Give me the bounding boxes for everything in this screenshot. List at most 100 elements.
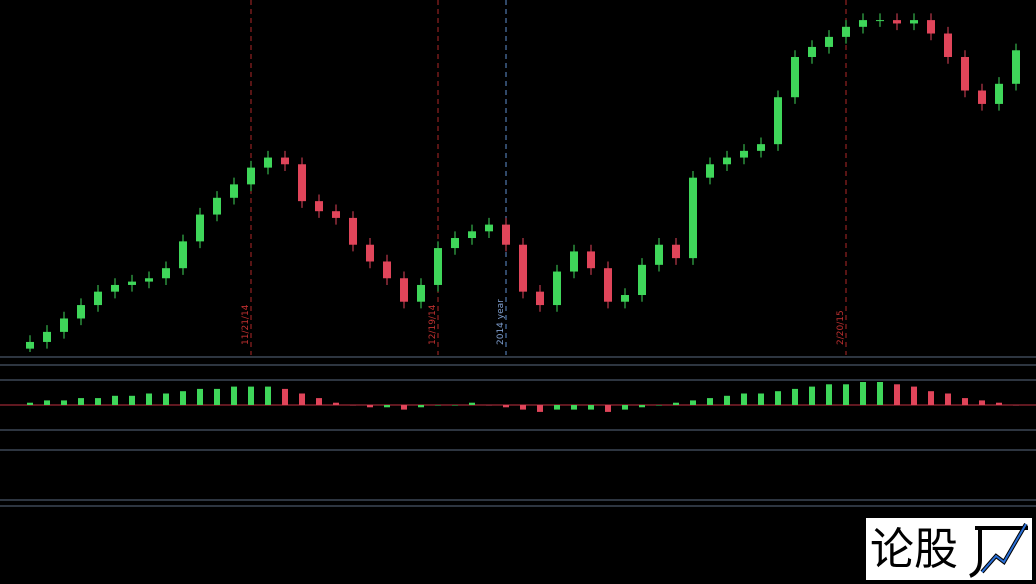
macd-bar [877, 382, 883, 405]
candle-body [145, 278, 153, 282]
macd-bar [826, 384, 832, 405]
candle-body [536, 291, 544, 306]
candle-body [298, 164, 306, 202]
macd-bar [248, 386, 254, 405]
candle-body [502, 224, 510, 245]
macd-bar [860, 382, 866, 405]
candle-body [468, 231, 476, 239]
macd-bar [401, 405, 407, 410]
candle-body [1012, 50, 1020, 84]
macd-bar [571, 405, 577, 410]
macd-bar [809, 386, 815, 405]
candle-body [978, 90, 986, 104]
candle-body [706, 164, 714, 178]
macd-bar [129, 395, 135, 405]
macd-bar [486, 405, 492, 406]
macd-bar [350, 405, 356, 406]
candle-body [740, 150, 748, 158]
macd-bar [333, 402, 339, 405]
macd-bar [758, 393, 764, 405]
date-label: 11/21/14 [241, 304, 251, 345]
macd-bar [61, 400, 67, 405]
candle-body [842, 26, 850, 37]
macd-bar [622, 405, 628, 410]
candle-body [672, 244, 680, 259]
macd-bar [656, 405, 662, 406]
macd-bar [962, 398, 968, 405]
candle-body [281, 157, 289, 165]
candle-body [451, 238, 459, 249]
macd-bar [707, 398, 713, 405]
candle-body [723, 157, 731, 165]
candle-body [94, 291, 102, 306]
candle-body [570, 251, 578, 272]
candle-body [893, 20, 901, 24]
candle-body [553, 271, 561, 306]
macd-bar [214, 388, 220, 405]
candle-body [26, 341, 34, 349]
candle-body [825, 36, 833, 47]
macd-bar [724, 395, 730, 405]
macd-bar [554, 405, 560, 410]
macd-bar [843, 384, 849, 405]
panel-separators [0, 356, 1036, 507]
candle-body [366, 244, 374, 262]
macd-bar [690, 400, 696, 405]
macd-bar [146, 393, 152, 405]
candle-body [128, 281, 136, 285]
macd-bar [588, 405, 594, 410]
candle-body [791, 56, 799, 98]
macd-bar [894, 384, 900, 405]
watermark: 论股 [866, 518, 1032, 580]
macd-bar [1013, 405, 1019, 406]
macd-bar [163, 393, 169, 405]
macd-bar [911, 386, 917, 405]
date-label: 2014 year [496, 299, 506, 345]
candle-body [621, 295, 629, 302]
candle-body [604, 268, 612, 302]
candle-body [519, 244, 527, 292]
date-label: 2/20/15 [836, 310, 846, 345]
candle-body [417, 284, 425, 302]
candle-body [400, 278, 408, 302]
candle-body [910, 20, 918, 24]
macd-bar [78, 398, 84, 405]
candle-body [43, 331, 51, 342]
candle-body [808, 46, 816, 57]
candle-body [638, 264, 646, 296]
candle-body [587, 251, 595, 269]
macd-bar [112, 395, 118, 405]
candle-body [876, 20, 884, 22]
candle-body [859, 20, 867, 27]
macd-bar [741, 393, 747, 405]
macd-bar [452, 405, 458, 406]
macd-bar [469, 402, 475, 405]
candle-body [213, 197, 221, 215]
candle-body [689, 177, 697, 259]
macd-bar [639, 405, 645, 408]
macd-bar [282, 388, 288, 405]
macd-bar [928, 391, 934, 405]
candle-body [247, 167, 255, 185]
macd-bar [435, 405, 441, 406]
candle-body [349, 217, 357, 245]
macd-bar [316, 398, 322, 405]
candle-body [264, 157, 272, 168]
macd-bar [605, 405, 611, 412]
candle-body [196, 214, 204, 242]
candle-body [179, 241, 187, 269]
macd-bar [384, 405, 390, 408]
date-label: 12/19/14 [428, 304, 438, 345]
macd-bar [180, 391, 186, 405]
macd-bar [265, 386, 271, 405]
watermark-text: 论股 [870, 524, 958, 575]
macd-bar [95, 398, 101, 405]
candle-body [961, 56, 969, 91]
macd-bar [299, 393, 305, 405]
candle-body [315, 201, 323, 212]
macd-bar [418, 405, 424, 408]
macd-bar [673, 402, 679, 405]
macd-bar [231, 386, 237, 405]
candle-body [485, 224, 493, 232]
